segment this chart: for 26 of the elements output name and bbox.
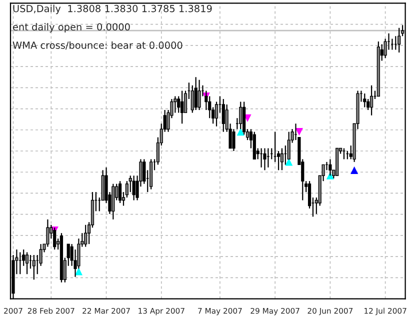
candlestick <box>239 101 242 130</box>
candlestick <box>398 27 401 54</box>
candlestick <box>180 90 184 124</box>
candlestick <box>328 158 332 176</box>
candlestick <box>198 79 201 111</box>
candlestick <box>118 180 122 204</box>
point <box>236 128 244 136</box>
point <box>350 166 358 174</box>
candlestick <box>370 84 374 116</box>
point <box>74 268 83 276</box>
chart-subtitle: ent daily open = 0.0000 <box>13 23 130 32</box>
candlestick <box>232 128 236 152</box>
candlestick <box>32 254 36 280</box>
candlestick <box>280 148 284 171</box>
candlestick <box>46 218 50 248</box>
chart-title: USD,Daily 1.3808 1.3830 1.3785 1.3819 <box>13 4 212 14</box>
candlestick <box>363 92 366 108</box>
candlestick <box>84 224 88 248</box>
candlestick <box>25 252 29 275</box>
candlestick <box>222 98 225 132</box>
candlestick <box>132 175 136 201</box>
annotation: WMA cross/bounce: bear at 0.0000 <box>12 41 182 50</box>
candlestick <box>53 227 56 250</box>
candlestick <box>194 76 198 111</box>
point <box>295 128 303 136</box>
candlestick <box>263 148 266 171</box>
